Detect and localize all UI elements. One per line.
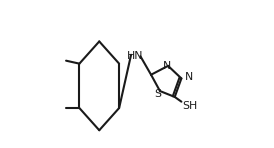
Text: HN: HN <box>127 50 143 61</box>
Text: SH: SH <box>182 101 197 111</box>
Text: S: S <box>155 89 161 99</box>
Text: N: N <box>162 61 171 71</box>
Text: N: N <box>185 72 193 82</box>
